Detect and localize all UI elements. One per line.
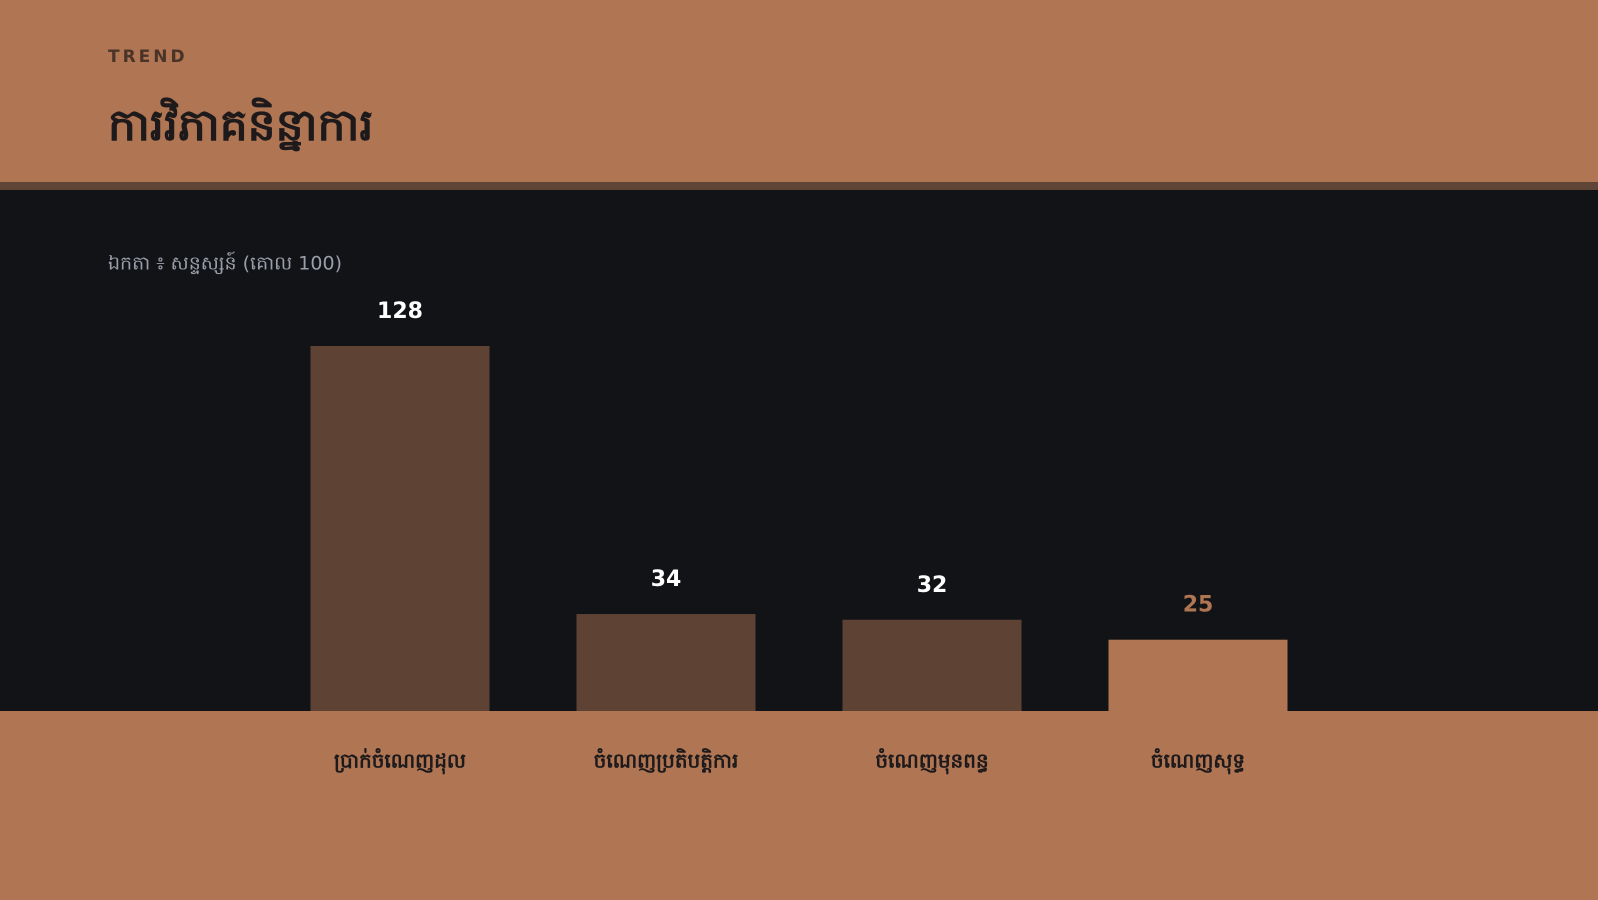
value-label: 32	[917, 573, 948, 598]
footer-band	[0, 711, 1598, 900]
value-label: 128	[377, 299, 423, 324]
header-rule	[0, 182, 1598, 190]
kicker: TREND	[108, 47, 188, 67]
x-tick-label: ចំណេញមុនពន្ធ	[875, 748, 988, 775]
bar	[842, 619, 1022, 711]
value-label: 25	[1183, 593, 1214, 618]
x-tick-label: ប្រាក់ចំណេញដុល	[334, 748, 466, 775]
value-label: 34	[651, 567, 682, 592]
bar	[310, 346, 490, 711]
x-tick-label: ចំណេញសុទ្ធ	[1151, 748, 1245, 775]
header-band	[0, 0, 1598, 182]
x-tick-label: ចំណេញប្រតិបត្តិការ	[594, 748, 739, 774]
bar	[1108, 639, 1288, 711]
bar	[576, 614, 756, 711]
chart-title: ការវិភាគនិន្នាការ	[108, 97, 373, 152]
subtitle: ឯកតា ៖ សន្ទស្សន៍ (គោល 100)	[108, 251, 342, 275]
